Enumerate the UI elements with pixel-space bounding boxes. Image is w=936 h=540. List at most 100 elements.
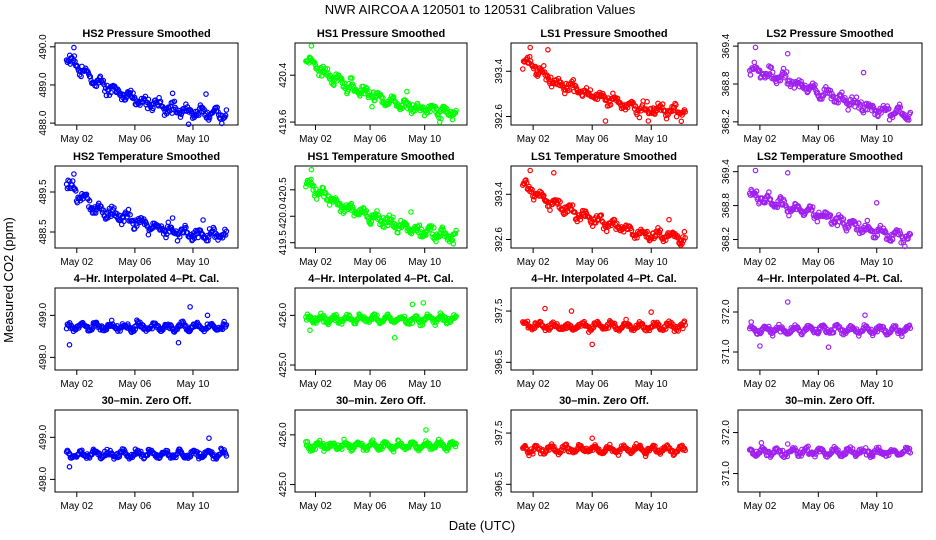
data-point xyxy=(125,206,132,213)
data-point xyxy=(100,207,107,213)
data-point xyxy=(374,312,380,319)
data-points xyxy=(303,43,459,125)
data-point xyxy=(656,229,663,236)
x-tick-label: May 02 xyxy=(517,257,550,268)
y-tick-label: 397.5 xyxy=(494,298,505,323)
data-point xyxy=(86,197,93,204)
data-point xyxy=(776,201,782,207)
data-point xyxy=(177,114,184,120)
data-point xyxy=(905,236,911,242)
data-point xyxy=(529,186,535,193)
data-point xyxy=(561,90,568,97)
x-tick-label: May 10 xyxy=(408,257,441,268)
data-point xyxy=(896,228,903,234)
panel-title: HS1 Pressure Smoothed xyxy=(317,28,445,40)
data-point xyxy=(535,71,542,78)
x-tick-label: May 06 xyxy=(576,134,609,145)
panel-frame xyxy=(294,409,468,493)
y-tick-label: 420.0 xyxy=(278,203,289,228)
data-point xyxy=(814,89,821,96)
outlier-point xyxy=(527,167,534,174)
x-tick-label: May 02 xyxy=(299,501,332,512)
x-tick-label: May 02 xyxy=(744,379,777,390)
x-tick-label: May 06 xyxy=(576,379,609,390)
y-tick-label: 396.5 xyxy=(494,471,505,496)
data-point xyxy=(566,87,573,93)
outlier-point xyxy=(648,309,655,315)
outlier-point xyxy=(423,427,429,433)
x-tick-label: May 02 xyxy=(60,379,93,390)
data-point xyxy=(71,53,78,59)
data-point xyxy=(779,447,786,454)
y-tick-label: 420.4 xyxy=(278,62,289,87)
data-point xyxy=(681,228,688,235)
panel-title: 30–min. Zero Off. xyxy=(336,395,426,407)
data-point xyxy=(401,313,408,320)
data-point xyxy=(215,109,221,115)
outlier-point xyxy=(66,463,73,470)
y-tick-label: 392.6 xyxy=(494,104,505,129)
data-point xyxy=(607,101,614,108)
data-point xyxy=(678,118,685,125)
data-point xyxy=(839,89,845,96)
outlier-point xyxy=(185,121,192,128)
data-points xyxy=(519,305,689,348)
data-points xyxy=(746,439,914,461)
y-tick-label: 489.5 xyxy=(38,179,49,204)
panel-frame xyxy=(510,165,698,249)
data-point xyxy=(907,325,914,332)
data-point xyxy=(662,237,669,243)
data-point xyxy=(174,238,181,244)
figure-title: NWR AIRCOA A 120501 to 120531 Calibratio… xyxy=(325,2,636,17)
y-tick-label: 392.6 xyxy=(494,227,505,252)
data-point xyxy=(134,223,140,229)
data-point xyxy=(129,217,136,224)
data-point xyxy=(777,447,784,454)
x-tick-label: May 06 xyxy=(354,257,387,268)
panel-hs1-4: 30–min. Zero Off. May 02 May 06 May 10 425.0… xyxy=(278,395,468,512)
data-point xyxy=(313,196,320,202)
outlier-point xyxy=(409,301,416,308)
data-point xyxy=(830,329,837,336)
x-tick-label: May 10 xyxy=(860,501,893,512)
outlier-point xyxy=(677,242,684,249)
panel-ls1-1: LS1 Pressure Smoothed May 02 May 06 May 10 3… xyxy=(494,28,698,145)
data-point xyxy=(183,224,189,231)
data-point xyxy=(642,453,649,460)
data-point xyxy=(806,206,812,213)
data-point xyxy=(827,212,834,218)
data-point xyxy=(560,447,567,454)
data-point xyxy=(798,453,805,459)
panel-ls2-3: 4–Hr. Interpolated 4–Pt. Cal. May 02 May 0… xyxy=(721,273,923,390)
data-point xyxy=(363,208,370,214)
data-point xyxy=(412,440,418,447)
data-point xyxy=(453,440,459,447)
data-point xyxy=(79,447,85,454)
x-tick-label: May 02 xyxy=(517,134,550,145)
data-point xyxy=(205,237,211,244)
panel-frame xyxy=(737,287,923,371)
data-point xyxy=(875,113,881,120)
data-point xyxy=(333,311,339,318)
panel-hs2-1: HS2 Pressure Smoothed May 02 May 06 May 10 4… xyxy=(38,28,239,145)
y-tick-label: 498.0 xyxy=(38,344,49,369)
data-point xyxy=(427,108,434,115)
data-point xyxy=(569,82,576,89)
x-tick-label: May 10 xyxy=(635,134,668,145)
outlier-point xyxy=(825,344,832,351)
x-tick-label: May 06 xyxy=(354,379,387,390)
data-point xyxy=(907,109,914,116)
data-point xyxy=(840,216,847,222)
data-point xyxy=(452,230,459,237)
outlier-point xyxy=(71,171,77,177)
data-point xyxy=(682,447,689,454)
y-tick-label: 368.2 xyxy=(721,109,732,134)
y-tick-label: 425.0 xyxy=(278,352,289,377)
panel-title: 30–min. Zero Off. xyxy=(102,395,192,407)
data-point xyxy=(896,101,903,108)
outlier-point xyxy=(408,209,414,215)
x-tick-label: May 02 xyxy=(517,379,550,390)
data-point xyxy=(682,235,689,241)
data-point xyxy=(874,232,881,239)
data-point xyxy=(814,218,821,225)
